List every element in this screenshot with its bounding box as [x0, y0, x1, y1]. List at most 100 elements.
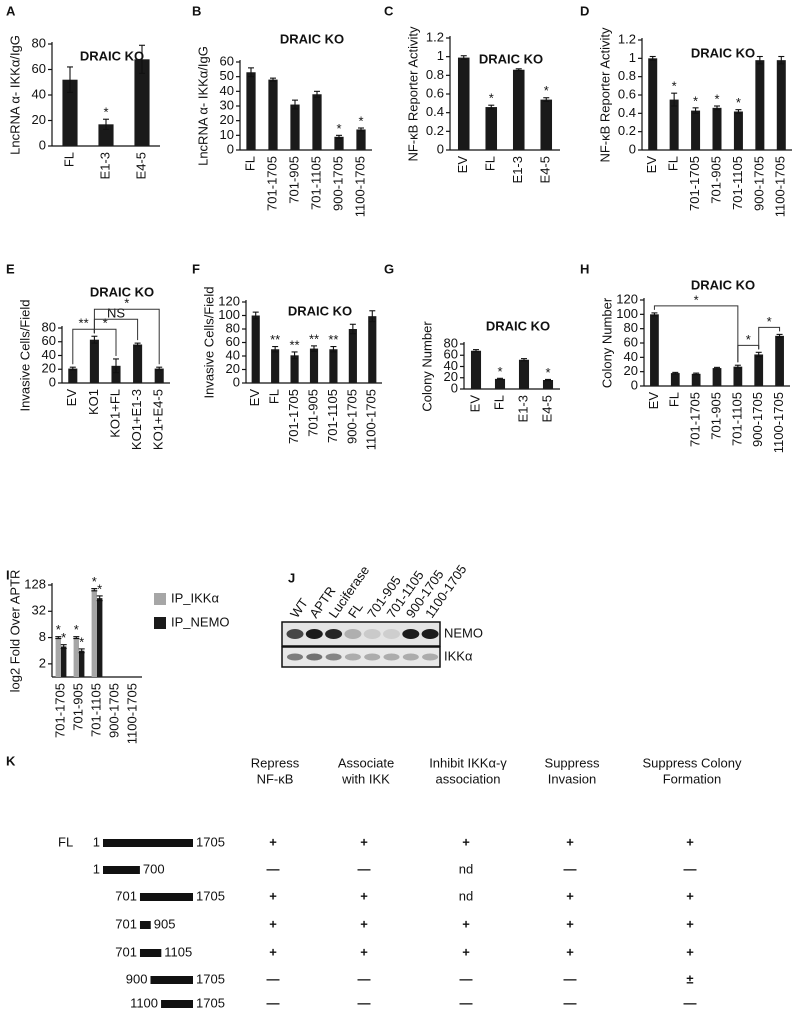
construct-start: 1: [93, 834, 100, 849]
construct-bar: [139, 893, 193, 901]
y-tick-label: 40: [32, 86, 46, 101]
significance-label: *: [97, 581, 102, 596]
bar: [98, 124, 114, 146]
significance-label: *: [672, 79, 677, 94]
table-cell: +: [269, 834, 277, 849]
construct-bar: [103, 839, 193, 847]
column-header: Formation: [663, 771, 722, 786]
error-bar: [671, 92, 678, 107]
error-bar: [651, 312, 658, 317]
table-cell: +: [686, 944, 694, 959]
table-cell: ±: [686, 971, 693, 986]
table-cell: —: [460, 971, 473, 986]
y-tick-label: 80: [42, 319, 56, 334]
error-bar: [96, 595, 103, 602]
panel-letter: F: [192, 261, 200, 276]
significance-label: **: [290, 337, 300, 352]
x-tick-label: EV: [64, 389, 79, 407]
bar: [73, 637, 79, 677]
construct-start: 1100: [130, 995, 158, 1010]
y-tick-label: 1: [629, 50, 636, 65]
y-tick-label: 20: [444, 369, 458, 384]
construct-bar: [139, 949, 162, 957]
error-bar: [497, 377, 503, 380]
y-tick-label: 0: [437, 141, 444, 156]
significance-label: *: [79, 634, 84, 649]
table-cell: +: [686, 834, 694, 849]
y-axis-label: NF-κB Reporter Activity: [597, 27, 612, 163]
bar: [356, 129, 366, 150]
y-tick-label: 80: [226, 320, 240, 335]
x-tick-label: 701-1705: [264, 156, 279, 211]
x-tick-label: FL: [267, 389, 282, 404]
error-bar: [692, 107, 699, 114]
construct-bar: [150, 976, 193, 984]
y-tick-label: 0: [629, 141, 636, 156]
panel-letter: K: [6, 753, 16, 768]
bar: [62, 79, 78, 146]
chart-title: DRAIC KO: [280, 31, 344, 46]
blot-band: [306, 653, 323, 661]
significance-label: *: [61, 630, 66, 645]
lane-label: FL: [345, 600, 366, 621]
y-tick-label: 100: [616, 306, 638, 321]
y-tick-label: 0: [49, 374, 56, 389]
bar: [733, 366, 743, 386]
blot-band: [422, 653, 439, 661]
x-tick-label: 701-905: [286, 156, 301, 204]
x-tick-label: EV: [646, 392, 661, 410]
legend-label: IP_NEMO: [171, 614, 230, 629]
bar: [79, 650, 85, 677]
bar: [457, 57, 470, 150]
table-cell: —: [460, 995, 473, 1010]
table-cell: +: [566, 834, 574, 849]
bar: [89, 339, 99, 383]
table-cell: —: [564, 971, 577, 986]
construct-end: 905: [154, 916, 176, 931]
blot-band: [287, 653, 303, 661]
y-tick-label: 40: [444, 358, 458, 373]
x-tick-label: 1100-1705: [352, 156, 367, 217]
panel-letter: J: [288, 570, 295, 585]
lane-label: WT: [287, 595, 311, 620]
error-bar: [270, 77, 276, 82]
bar: [334, 136, 344, 150]
column-header: with IKK: [341, 771, 390, 786]
bar: [111, 365, 121, 383]
y-axis-label: LncRNA α- IKKα/IgG: [7, 35, 22, 155]
table-cell: —: [564, 995, 577, 1010]
y-tick-label: 0.6: [426, 85, 444, 100]
error-bar: [134, 342, 141, 347]
table-cell: —: [267, 971, 280, 986]
blot-band: [421, 629, 439, 639]
x-tick-label: 701-1105: [730, 156, 745, 210]
y-tick-label: 60: [42, 333, 56, 348]
error-bar: [778, 55, 785, 65]
y-tick-label: 2: [39, 655, 46, 670]
x-tick-label: 900-1705: [106, 683, 121, 738]
error-bar: [60, 644, 67, 650]
y-axis-label: Colony Number: [599, 297, 614, 388]
x-tick-label: FL: [483, 156, 498, 171]
error-bar: [473, 349, 479, 353]
bar: [776, 60, 786, 150]
x-tick-label: 701-1705: [52, 683, 67, 738]
bar: [246, 72, 256, 150]
bar: [775, 335, 784, 386]
x-tick-label: 1100-1705: [771, 392, 786, 453]
error-bar: [103, 118, 109, 130]
error-bar: [91, 588, 98, 592]
blot-band: [383, 653, 400, 661]
error-bar: [672, 371, 679, 375]
bar: [512, 69, 525, 150]
table-cell: +: [269, 888, 277, 903]
y-tick-label: 0: [39, 137, 46, 152]
bar: [754, 354, 764, 386]
y-tick-label: 60: [32, 61, 46, 76]
table-cell: —: [684, 861, 697, 876]
error-bar: [649, 55, 656, 61]
significance-label: *: [544, 83, 549, 98]
bar: [290, 355, 299, 383]
bar: [691, 373, 701, 386]
table-cell: —: [358, 995, 371, 1010]
